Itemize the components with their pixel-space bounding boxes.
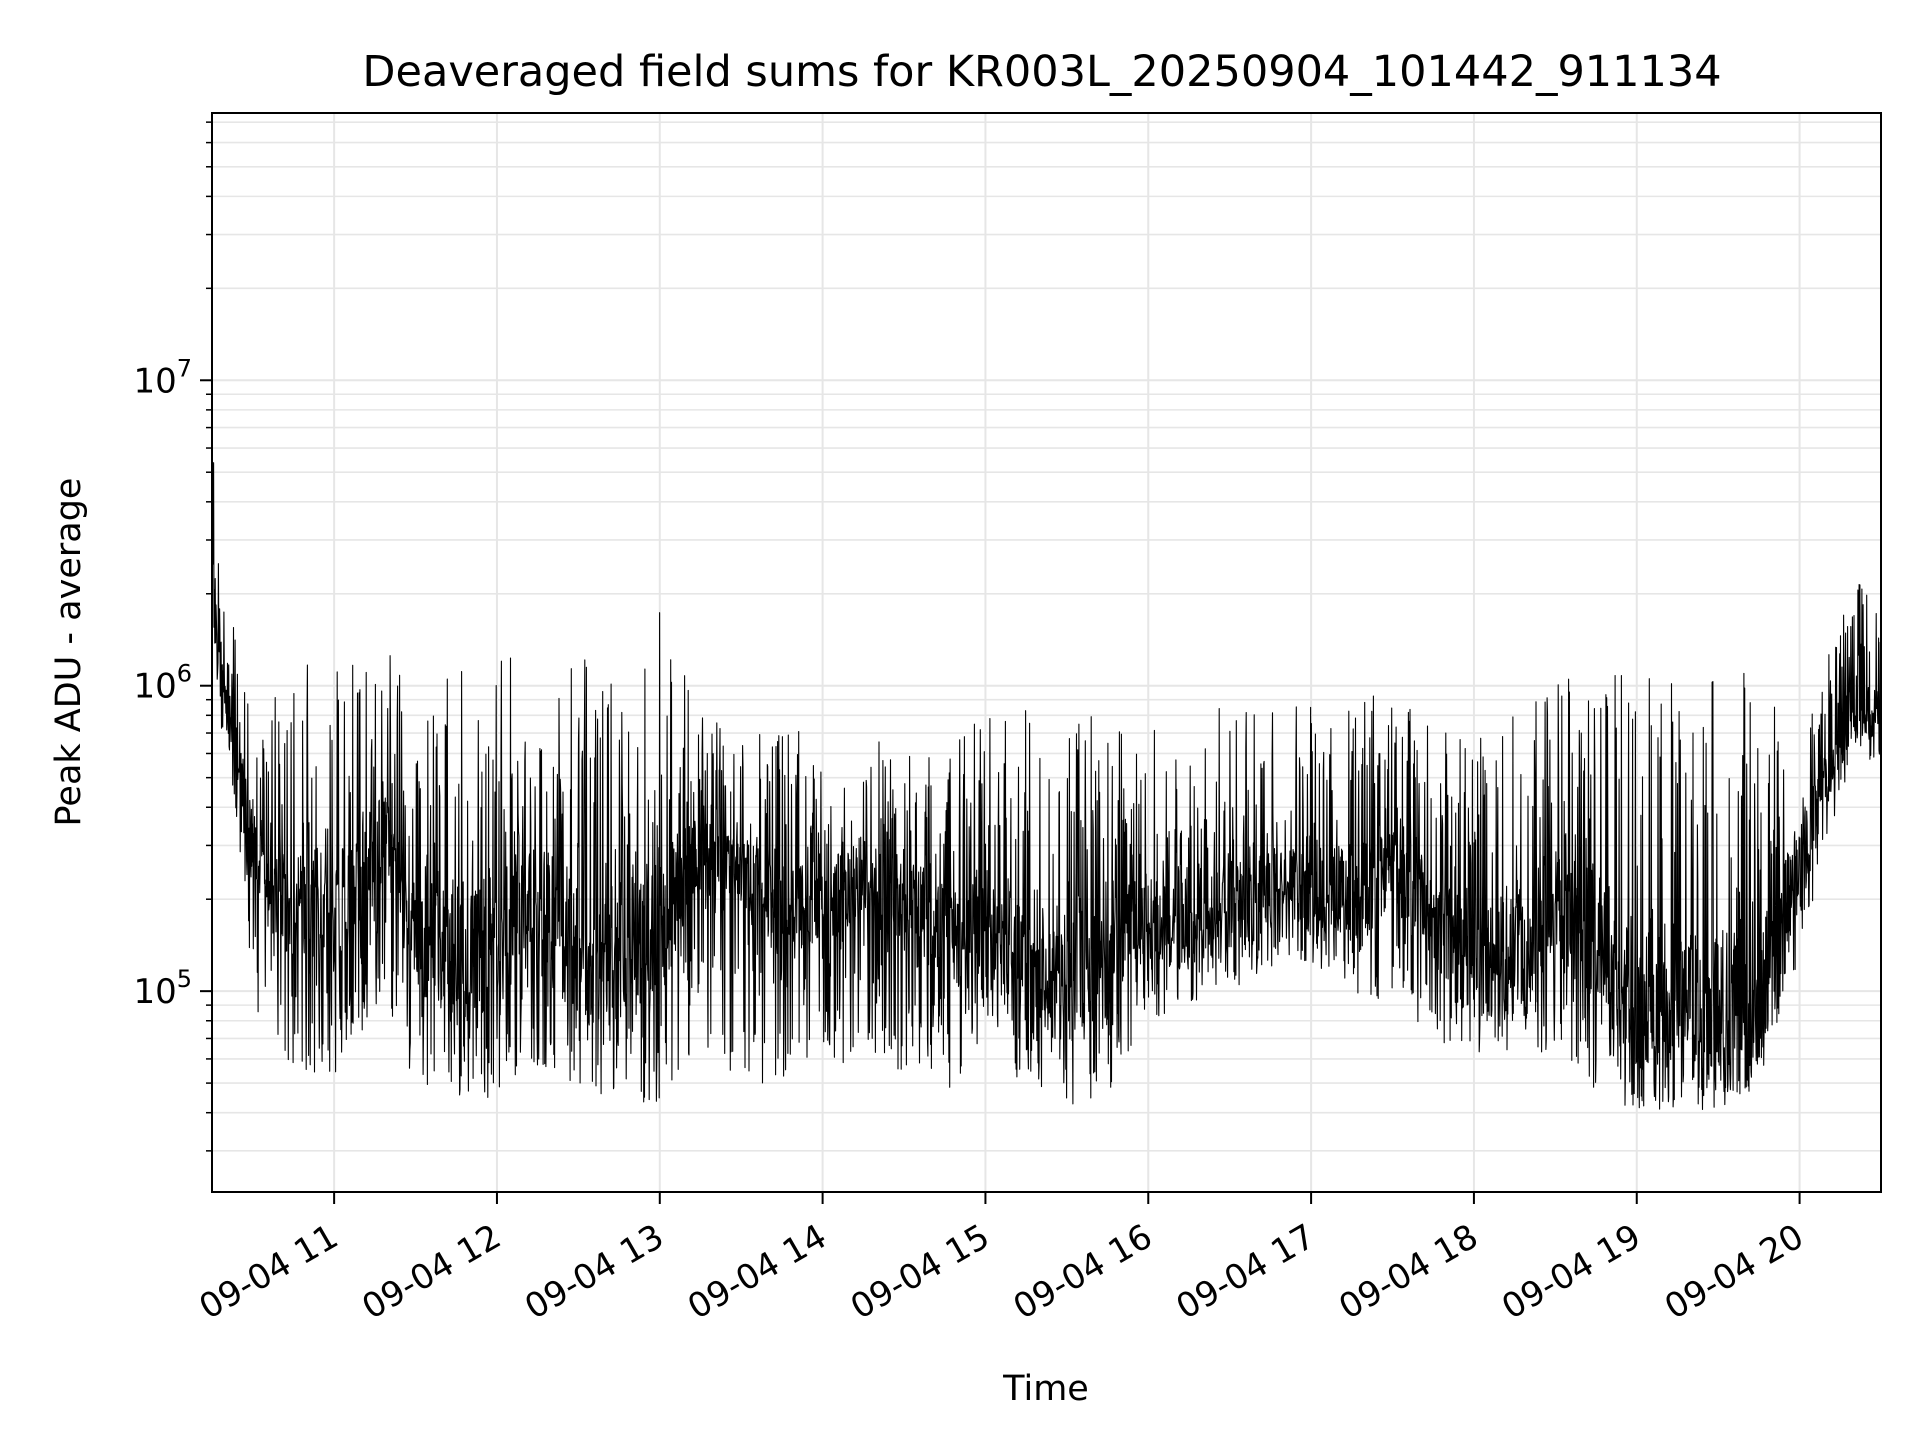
chart-title: Deaveraged field sums for KR003L_2025090… <box>362 47 1721 97</box>
plot-area <box>211 112 1882 1193</box>
y-tick-label: 107 <box>133 354 192 401</box>
plot-frame <box>211 112 1882 1193</box>
y-axis-ticks: 105 106 107 <box>133 121 212 1152</box>
y-tick-label: 106 <box>133 660 192 707</box>
x-axis-label: Time <box>1002 1369 1089 1409</box>
series-line <box>211 462 1882 1111</box>
plot-background <box>212 113 1881 1192</box>
y-tick-label: 105 <box>133 965 192 1012</box>
series-layer <box>211 462 1882 1111</box>
y-axis-label: Peak ADU - average <box>49 478 89 827</box>
